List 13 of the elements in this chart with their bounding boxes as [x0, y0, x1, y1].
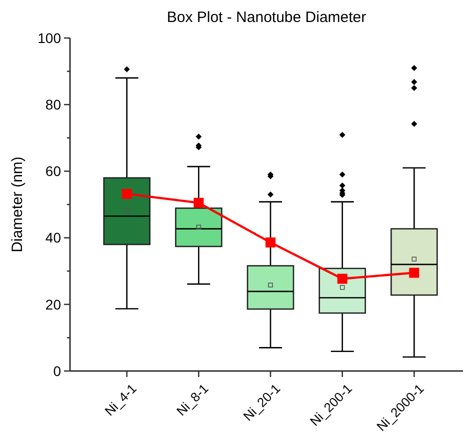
y-tick-label: 100 [38, 30, 62, 46]
point [194, 198, 204, 208]
y-tick-label: 80 [45, 96, 62, 112]
y-tick-label: 0 [53, 362, 62, 379]
chart-title: Box Plot - Nanotube Diameter [166, 9, 366, 26]
point [409, 268, 420, 278]
point [337, 274, 348, 284]
y-tick-label: 60 [45, 163, 62, 180]
y-tick-label: 20 [45, 296, 62, 312]
y-axis-title: Diameter (nm) [9, 156, 26, 252]
y-tick-label: 40 [45, 230, 62, 246]
point [122, 188, 132, 199]
point [266, 237, 276, 248]
